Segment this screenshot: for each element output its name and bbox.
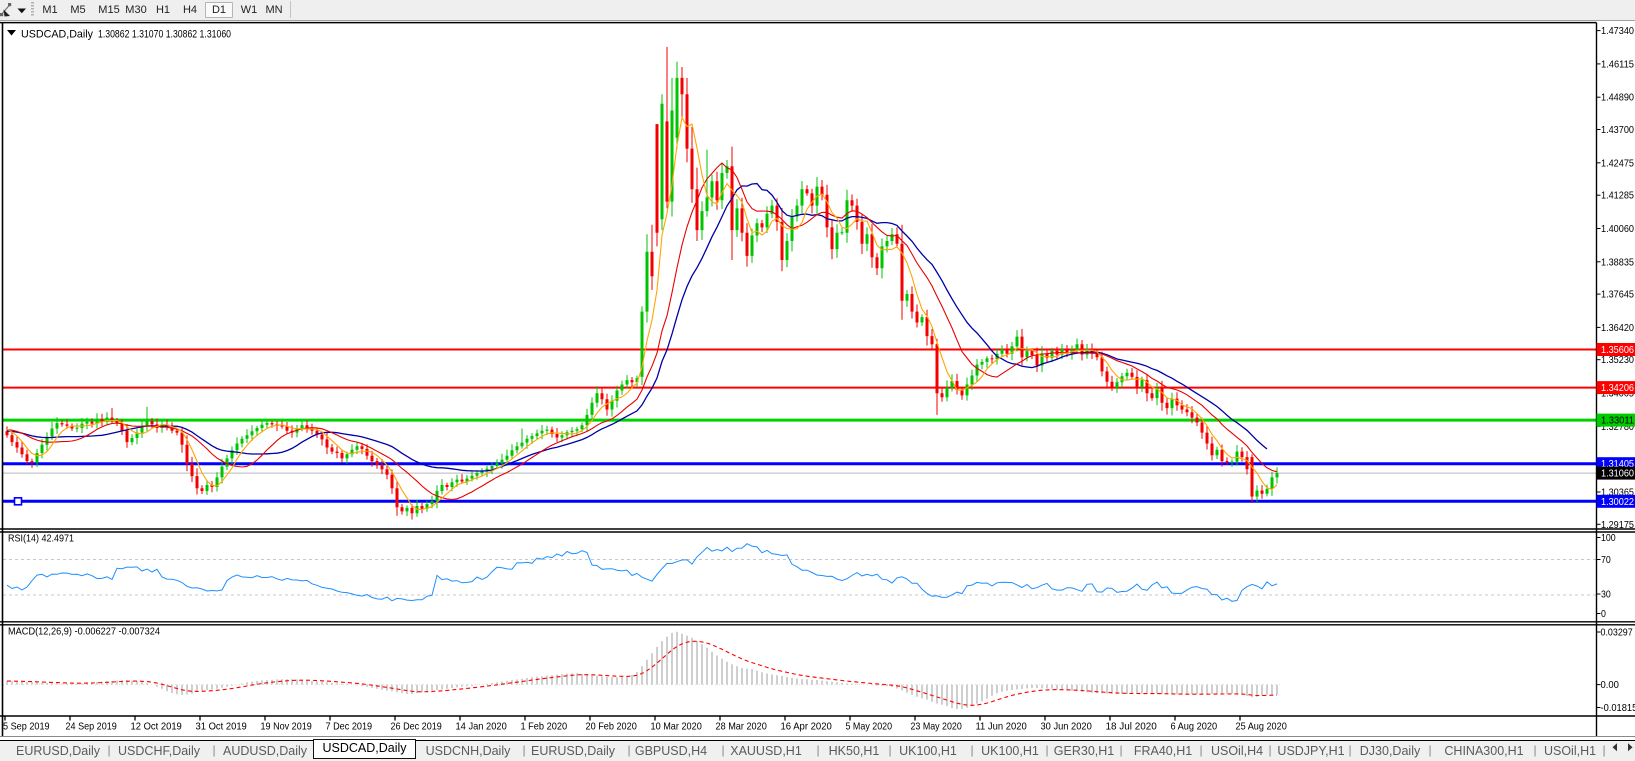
svg-text:1.34206: 1.34206 <box>1601 382 1634 394</box>
svg-text:RSI(14) 42.4971: RSI(14) 42.4971 <box>8 533 74 545</box>
svg-text:1.43700: 1.43700 <box>1601 124 1634 136</box>
svg-text:14 Jan 2020: 14 Jan 2020 <box>456 722 508 733</box>
svg-text:30 Jun 2020: 30 Jun 2020 <box>1041 722 1093 733</box>
svg-text:16 Apr 2020: 16 Apr 2020 <box>781 722 833 733</box>
svg-text:20 Feb 2020: 20 Feb 2020 <box>586 722 638 733</box>
svg-text:30: 30 <box>1601 589 1611 601</box>
svg-text:1.36420: 1.36420 <box>1601 322 1634 334</box>
svg-text:5 Sep 2019: 5 Sep 2019 <box>3 722 50 733</box>
svg-text:0.03297: 0.03297 <box>1601 627 1633 639</box>
svg-text:7 Dec 2019: 7 Dec 2019 <box>326 722 373 733</box>
svg-text:1.47340: 1.47340 <box>1601 25 1634 37</box>
svg-text:100: 100 <box>1601 532 1616 544</box>
svg-text:1.42475: 1.42475 <box>1601 157 1634 169</box>
svg-text:1.35230: 1.35230 <box>1601 354 1634 366</box>
svg-text:23 May 2020: 23 May 2020 <box>911 722 963 733</box>
svg-text:1.33011: 1.33011 <box>1601 415 1634 427</box>
svg-text:12 Oct 2019: 12 Oct 2019 <box>131 722 183 733</box>
svg-text:1.41285: 1.41285 <box>1601 190 1634 202</box>
svg-text:26 Dec 2019: 26 Dec 2019 <box>391 722 443 733</box>
svg-text:0.00: 0.00 <box>1601 679 1620 691</box>
svg-text:1.30022: 1.30022 <box>1601 496 1634 508</box>
svg-text:10 Mar 2020: 10 Mar 2020 <box>651 722 703 733</box>
svg-text:5 May 2020: 5 May 2020 <box>846 722 893 733</box>
svg-text:1.29175: 1.29175 <box>1601 519 1634 531</box>
svg-text:1.38835: 1.38835 <box>1601 256 1634 268</box>
svg-text:1.44890: 1.44890 <box>1601 92 1634 104</box>
svg-text:1.37645: 1.37645 <box>1601 289 1634 301</box>
svg-text:1 Feb 2020: 1 Feb 2020 <box>521 722 568 733</box>
svg-text:6 Aug 2020: 6 Aug 2020 <box>1171 722 1218 733</box>
svg-text:USDCAD,Daily: USDCAD,Daily <box>21 29 93 41</box>
svg-text:1.46115: 1.46115 <box>1601 58 1634 70</box>
svg-text:-0.01815: -0.01815 <box>1601 702 1635 714</box>
svg-text:11 Jun 2020: 11 Jun 2020 <box>976 722 1028 733</box>
svg-text:25 Aug 2020: 25 Aug 2020 <box>1236 722 1288 733</box>
svg-text:MACD(12,26,9) -0.006227 -0.007: MACD(12,26,9) -0.006227 -0.007324 <box>8 626 160 638</box>
svg-text:28 Mar 2020: 28 Mar 2020 <box>716 722 768 733</box>
svg-text:1.30862 1.31070 1.30862 1.3106: 1.30862 1.31070 1.30862 1.31060 <box>98 29 231 41</box>
svg-text:70: 70 <box>1601 554 1611 566</box>
svg-text:1.31060: 1.31060 <box>1601 468 1634 480</box>
svg-text:1.35606: 1.35606 <box>1601 344 1634 356</box>
svg-text:18 Jul 2020: 18 Jul 2020 <box>1106 722 1158 733</box>
svg-text:0: 0 <box>1601 608 1606 620</box>
svg-text:24 Sep 2019: 24 Sep 2019 <box>66 722 118 733</box>
svg-text:1.40060: 1.40060 <box>1601 223 1634 235</box>
svg-text:19 Nov 2019: 19 Nov 2019 <box>261 722 313 733</box>
svg-text:31 Oct 2019: 31 Oct 2019 <box>196 722 248 733</box>
